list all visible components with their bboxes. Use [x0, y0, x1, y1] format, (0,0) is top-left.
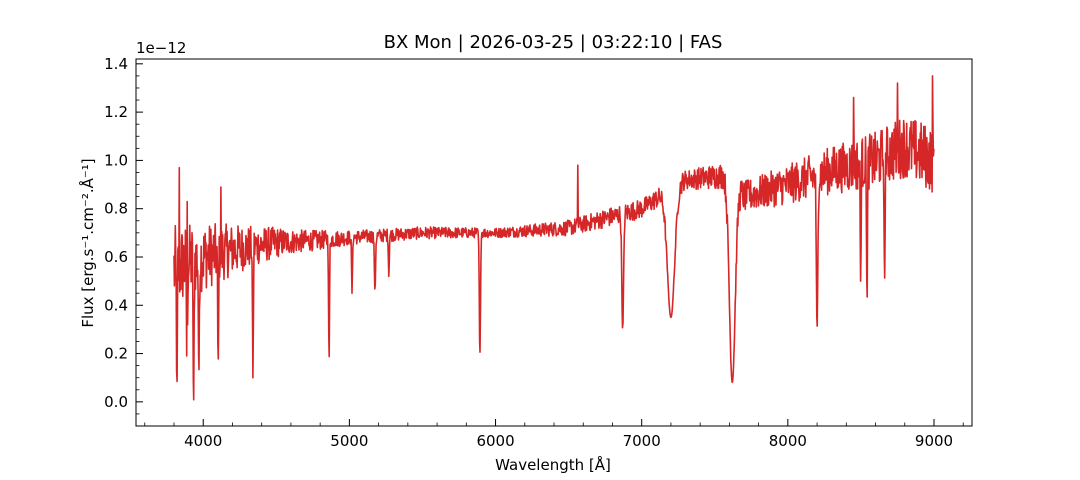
x-axis: 4000 5000 6000 7000 8000 9000 — [144, 419, 964, 450]
x-tick-label: 6000 — [476, 432, 514, 450]
x-tick-label: 8000 — [769, 432, 807, 450]
y-axis: 0.0 0.2 0.4 0.6 0.8 1.0 1.2 1.4 — [104, 55, 143, 427]
y-tick-label: 0.8 — [104, 200, 128, 218]
y-tick-label: 0.2 — [104, 345, 128, 363]
x-axis-label: Wavelength [Å] — [495, 455, 611, 474]
y-tick-label: 1.2 — [104, 103, 128, 121]
y-tick-label: 0.0 — [104, 393, 128, 411]
x-tick-label: 5000 — [330, 432, 368, 450]
y-tick-label: 0.4 — [104, 296, 128, 314]
plot-area: 4000 5000 6000 7000 8000 9000 0.0 0.2 0.4 0.6 0.8… — [104, 55, 973, 450]
x-tick-label: 4000 — [184, 432, 222, 450]
y-axis-label: Flux [erg.s⁻¹.cm⁻².Å⁻¹] — [78, 158, 97, 327]
series-line — [173, 75, 935, 401]
y-tick-label: 0.6 — [104, 248, 128, 266]
chart-title: BX Mon | 2026-03-25 | 03:22:10 | FAS — [384, 32, 723, 53]
x-tick-label: 9000 — [915, 432, 953, 450]
x-tick-label: 7000 — [623, 432, 661, 450]
y-tick-label: 1.0 — [104, 151, 128, 169]
y-exponent-label: 1e−12 — [136, 39, 186, 57]
y-tick-label: 1.4 — [104, 55, 128, 73]
